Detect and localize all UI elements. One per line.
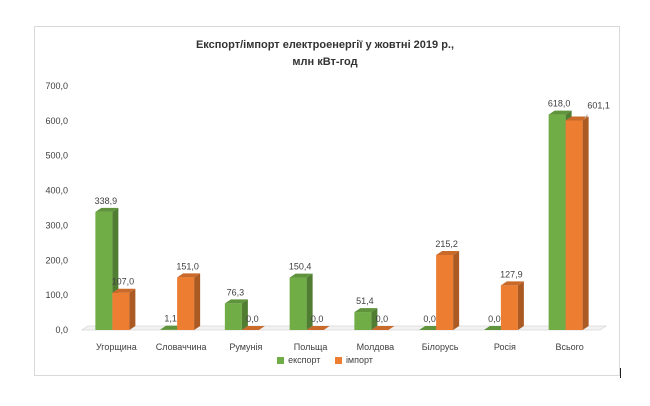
bar-top-0-7 <box>548 110 572 115</box>
bar-top-1-6 <box>500 281 524 286</box>
bar-top-1-7 <box>565 116 589 121</box>
x-category-label: Словаччина <box>156 342 207 352</box>
x-category-label: Угорщина <box>96 342 137 352</box>
bar-side-0-4 <box>371 308 378 330</box>
legend-item-export: експорт <box>277 355 320 365</box>
bar-side-1-0 <box>129 288 136 330</box>
bar-side-0-3 <box>306 273 313 330</box>
legend-swatch-import <box>334 356 342 364</box>
data-label-1-3: 0,0 <box>311 314 324 324</box>
bar-top-1-4 <box>371 326 395 330</box>
legend-label-import: імпорт <box>345 355 373 365</box>
legend-item-import: імпорт <box>334 355 373 365</box>
x-category-label: Білорусь <box>422 342 459 352</box>
bar-0-2 <box>224 303 242 330</box>
data-label-0-6: 0,0 <box>488 314 501 324</box>
bar-0-3 <box>289 277 307 330</box>
data-label-1-2: 0,0 <box>246 314 259 324</box>
chart-title: Експорт/імпорт електроенергії у жовтні 2… <box>0 37 650 71</box>
bar-0-0 <box>95 211 113 330</box>
data-label-1-1: 151,0 <box>176 261 199 271</box>
legend-label-export: експорт <box>288 355 321 365</box>
bar-side-1-6 <box>517 281 524 330</box>
x-category-label: Росія <box>494 342 516 352</box>
bar-top-1-0 <box>112 288 136 293</box>
bar-0-4 <box>354 312 372 330</box>
data-label-0-5: 0,0 <box>423 314 436 324</box>
bar-top-1-3 <box>306 326 330 330</box>
data-label-leader <box>584 114 588 119</box>
y-tick-label: 700,0 <box>45 81 68 91</box>
data-label-0-3: 150,4 <box>289 262 312 272</box>
data-label-0-2: 76,3 <box>227 287 245 297</box>
bar-side-1-1 <box>194 273 201 330</box>
y-tick-label: 100,0 <box>45 290 68 300</box>
bar-1-1 <box>177 277 195 330</box>
x-category-label: Всього <box>555 342 583 352</box>
x-category-label: Румунія <box>229 342 262 352</box>
bar-top-0-0 <box>95 207 119 212</box>
data-label-0-1: 1,1 <box>164 314 177 324</box>
bar-top-1-1 <box>177 273 201 278</box>
y-tick-label: 300,0 <box>45 220 68 230</box>
x-category-label: Молдова <box>357 342 395 352</box>
data-label-1-6: 127,9 <box>500 269 523 279</box>
data-label-0-7: 618,0 <box>548 99 571 109</box>
data-label-1-7: 601,1 <box>587 100 610 110</box>
y-tick-label: 600,0 <box>45 116 68 126</box>
bar-1-0 <box>112 292 130 330</box>
legend-swatch-export <box>277 356 285 364</box>
data-label-1-0: 107,0 <box>112 277 135 287</box>
y-tick-label: 0,0 <box>55 325 68 335</box>
bar-side-1-5 <box>453 250 460 330</box>
x-category-label: Польща <box>294 342 328 352</box>
cursor-mark <box>620 368 621 378</box>
chart-title-line-1: Експорт/імпорт електроенергії у жовтні 2… <box>195 39 455 51</box>
bar-top-0-2 <box>224 299 248 304</box>
bar-side-0-2 <box>241 299 248 330</box>
y-tick-label: 400,0 <box>45 186 68 196</box>
chart-legend: експорт імпорт <box>0 355 650 366</box>
bar-1-5 <box>436 254 454 330</box>
data-label-1-5: 215,2 <box>435 239 458 249</box>
chart-title-line-2: млн кВт-год <box>292 56 358 68</box>
y-tick-label: 500,0 <box>45 151 68 161</box>
bar-0-7 <box>548 114 566 330</box>
data-label-0-0: 338,9 <box>95 196 118 206</box>
data-label-0-4: 51,4 <box>356 296 374 306</box>
bar-1-6 <box>500 285 518 330</box>
bar-top-1-5 <box>436 250 460 255</box>
bar-1-7 <box>565 120 583 330</box>
y-tick-label: 200,0 <box>45 255 68 265</box>
data-label-1-4: 0,0 <box>376 314 389 324</box>
bar-side-1-7 <box>582 116 589 330</box>
bar-top-0-3 <box>289 273 313 278</box>
bar-top-0-4 <box>354 308 378 313</box>
bar-top-1-2 <box>241 326 265 330</box>
